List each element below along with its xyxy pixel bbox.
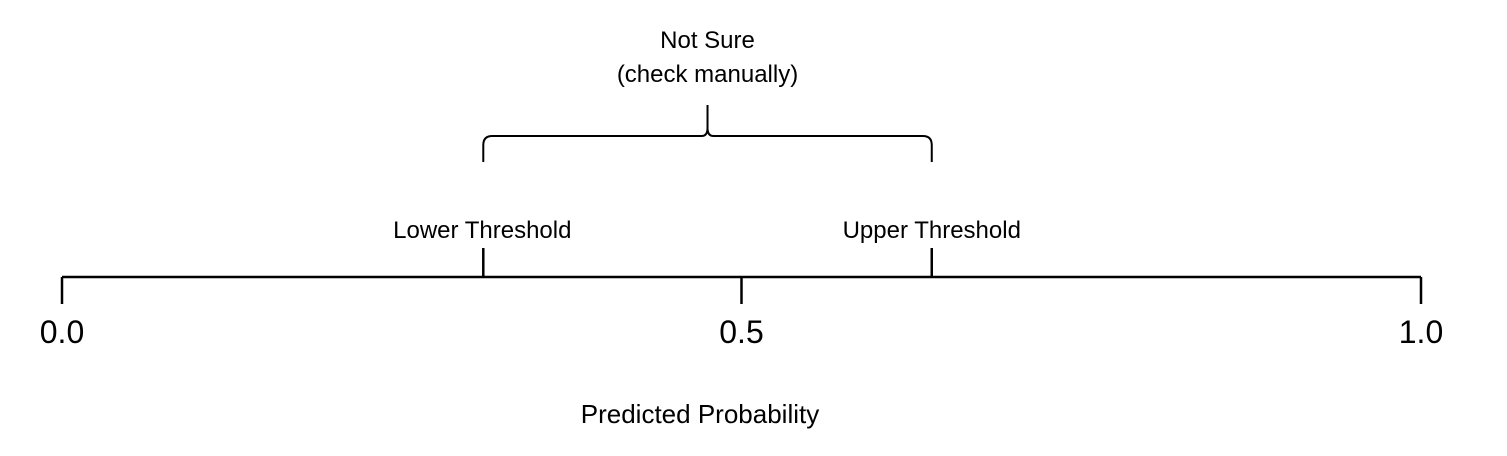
axis-title: Predicted Probability bbox=[581, 399, 819, 429]
tick-label-0-5: 0.5 bbox=[719, 314, 763, 350]
uncertain-region-brace bbox=[482, 105, 933, 162]
lower-threshold-label: Lower Threshold bbox=[393, 217, 571, 244]
upper-threshold-label: Upper Threshold bbox=[843, 217, 1021, 244]
uncertain-region-note: (check manually) bbox=[617, 61, 798, 88]
tick-label-1: 1.0 bbox=[1399, 314, 1443, 350]
tick-label-0: 0.0 bbox=[40, 314, 84, 350]
uncertain-region-label: Not Sure bbox=[660, 27, 755, 54]
